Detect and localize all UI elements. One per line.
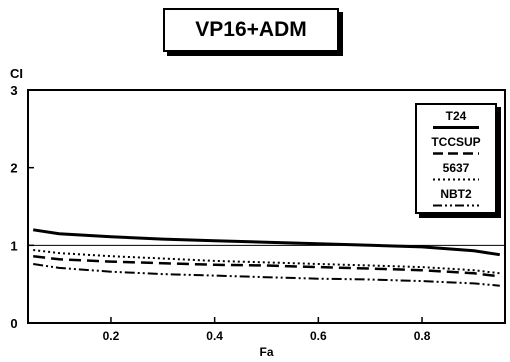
legend-label-0: T24 — [445, 109, 467, 123]
y-tick-label: 1 — [10, 238, 17, 253]
legend-label-2: 5637 — [442, 161, 470, 175]
y-tick-label: 3 — [10, 83, 17, 98]
legend-item-1: TCCSUP — [417, 135, 495, 156]
chart-title-box: VP16+ADM — [163, 8, 339, 52]
y-tick-label: 2 — [10, 161, 17, 176]
y-axis-label: CI — [10, 66, 23, 81]
legend-label-3: NBT2 — [440, 187, 472, 201]
series-line-tccsup — [33, 254, 500, 278]
y-tick-label: 0 — [10, 316, 17, 331]
series-line-5637 — [33, 249, 500, 275]
series-line-t24 — [32, 228, 501, 257]
legend-swatch-3 — [433, 204, 479, 207]
legend-swatch-0 — [433, 126, 479, 129]
legend-swatch-2 — [433, 178, 479, 181]
legend-item-2: 5637 — [417, 161, 495, 182]
x-tick-label: 0.2 — [103, 329, 120, 343]
x-axis-label: Fa — [259, 345, 273, 359]
x-tick-label: 0.6 — [310, 329, 327, 343]
x-tick-label: 0.4 — [206, 329, 223, 343]
chart-legend: T24 TCCSUP 5637 NBT2 — [415, 103, 497, 214]
legend-item-0: T24 — [417, 109, 495, 130]
plot-frame — [27, 89, 506, 324]
legend-item-3: NBT2 — [417, 187, 495, 208]
legend-label-1: TCCSUP — [431, 135, 481, 149]
chart-title: VP16+ADM — [195, 18, 307, 41]
x-tick-label: 0.8 — [414, 329, 431, 343]
series-line-nbt2 — [33, 263, 500, 287]
legend-swatch-1 — [433, 152, 479, 155]
